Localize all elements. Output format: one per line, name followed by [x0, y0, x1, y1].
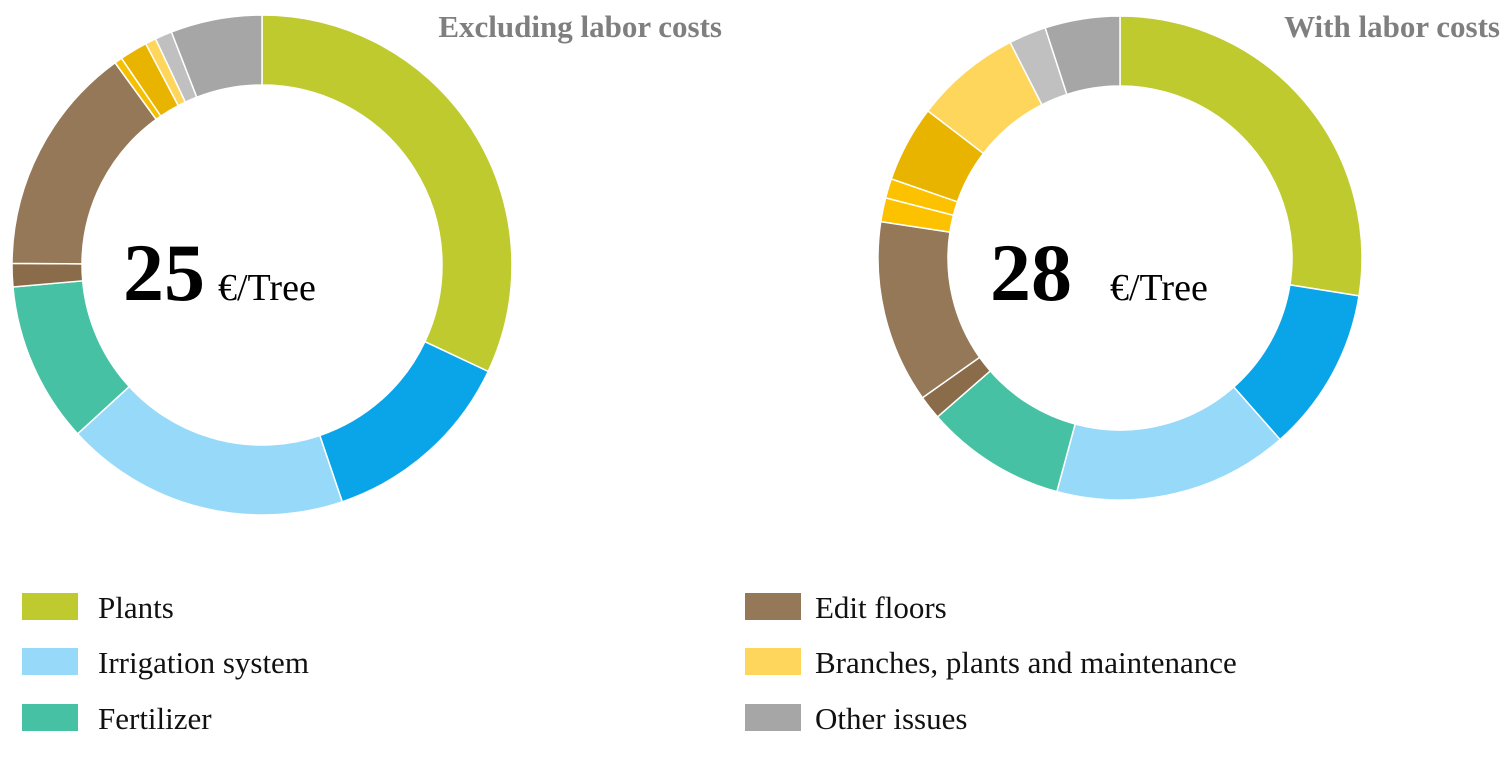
- donut-segment: [318, 340, 490, 503]
- center-value: 28: [990, 227, 1072, 318]
- center-unit: €/Tree: [218, 267, 316, 309]
- donut-segment: [261, 14, 513, 373]
- chart-title: Excluding labor costs: [438, 9, 722, 44]
- legend-swatch: [22, 648, 78, 675]
- legend-label: Plants: [98, 590, 174, 625]
- legend-label: Other issues: [815, 701, 967, 736]
- legend-label: Irrigation system: [98, 645, 309, 680]
- legend-swatch: [745, 704, 801, 731]
- legend-label: Edit floors: [815, 590, 947, 625]
- legend-label: Fertilizer: [98, 701, 212, 736]
- donut-segment: [76, 385, 344, 516]
- donut-segment: [170, 14, 263, 99]
- donut-segment: [1044, 15, 1121, 96]
- legend-swatch: [22, 593, 78, 620]
- center-unit: €/Tree: [1110, 267, 1208, 309]
- chart-title: With labor costs: [1284, 9, 1500, 44]
- center-value: 25: [123, 227, 205, 318]
- legend-swatch: [22, 704, 78, 731]
- donut-segment: [1119, 15, 1363, 297]
- donut-segment: [1055, 385, 1282, 501]
- legend-swatch: [745, 648, 801, 675]
- legend-swatch: [745, 593, 801, 620]
- legend-label: Branches, plants and maintenance: [815, 645, 1237, 680]
